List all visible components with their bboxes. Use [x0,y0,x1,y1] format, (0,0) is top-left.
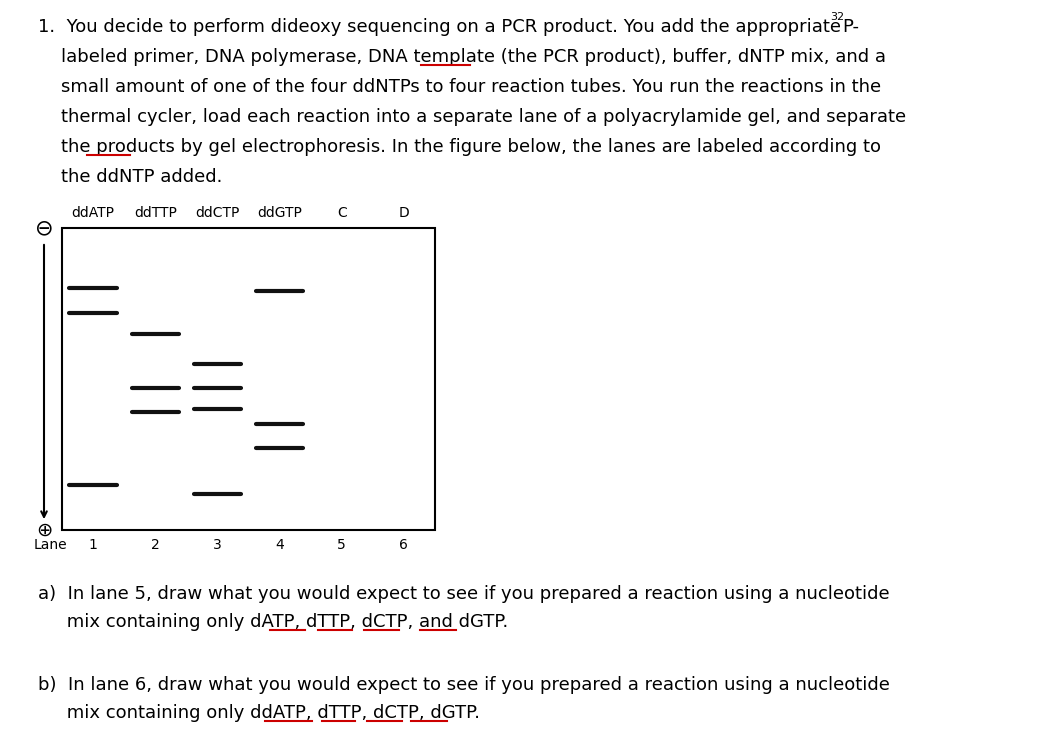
Text: labeled primer, DNA polymerase, DNA template (the PCR product), buffer, dNTP mix: labeled primer, DNA polymerase, DNA temp… [38,48,886,66]
Text: mix containing only ddATP, dTTP, dCTP, dGTP.: mix containing only ddATP, dTTP, dCTP, d… [38,704,480,722]
Text: 1.  You decide to perform dideoxy sequencing on a PCR product. You add the appro: 1. You decide to perform dideoxy sequenc… [38,18,846,36]
Text: ⊖: ⊖ [35,218,53,238]
Text: 4: 4 [275,538,284,552]
Text: ddTTP: ddTTP [134,206,176,220]
Text: the products by gel electrophoresis. In the figure below, the lanes are labeled : the products by gel electrophoresis. In … [38,138,881,156]
Text: ddATP: ddATP [71,206,115,220]
Text: the ddNTP added.: the ddNTP added. [38,168,222,186]
Text: ⊕: ⊕ [36,520,52,539]
Text: 5: 5 [338,538,346,552]
Text: small amount of one of the four ddNTPs to four reaction tubes. You run the react: small amount of one of the four ddNTPs t… [38,78,881,96]
Text: P-: P- [842,18,859,36]
Text: b)  In lane 6, draw what you would expect to see if you prepared a reaction usin: b) In lane 6, draw what you would expect… [38,676,890,694]
Text: 3: 3 [213,538,222,552]
Text: D: D [398,206,409,220]
Text: ddCTP: ddCTP [195,206,240,220]
Text: 2: 2 [151,538,159,552]
Text: 1: 1 [88,538,98,552]
Text: C: C [337,206,346,220]
Text: a)  In lane 5, draw what you would expect to see if you prepared a reaction usin: a) In lane 5, draw what you would expect… [38,585,890,603]
Text: thermal cycler, load each reaction into a separate lane of a polyacrylamide gel,: thermal cycler, load each reaction into … [38,108,906,126]
Text: ddGTP: ddGTP [257,206,302,220]
Text: mix containing only dATP, dTTP, dCTP, and dGTP.: mix containing only dATP, dTTP, dCTP, an… [38,613,509,631]
Text: Lane: Lane [34,538,68,552]
Text: 32: 32 [830,12,844,22]
Bar [62,228,435,530]
Text: 6: 6 [399,538,409,552]
